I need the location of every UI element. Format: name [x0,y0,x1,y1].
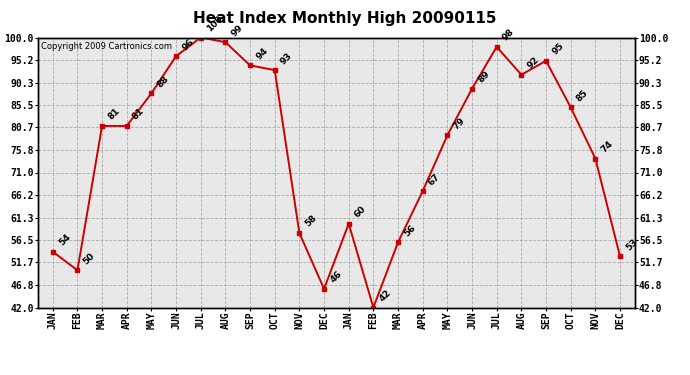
Text: 88: 88 [155,74,170,89]
Text: 74: 74 [600,139,615,154]
Text: 54: 54 [57,232,72,248]
Text: 89: 89 [476,69,491,84]
Text: 50: 50 [81,251,97,266]
Text: Copyright 2009 Cartronics.com: Copyright 2009 Cartronics.com [41,42,172,51]
Text: 81: 81 [131,106,146,122]
Text: 94: 94 [254,46,270,61]
Text: 99: 99 [230,22,245,38]
Text: 60: 60 [353,204,368,219]
Text: 81: 81 [106,106,121,122]
Text: 79: 79 [451,116,467,131]
Text: 92: 92 [526,55,541,70]
Text: 46: 46 [328,269,344,285]
Text: 95: 95 [550,41,566,57]
Text: 67: 67 [427,172,442,187]
Text: 96: 96 [180,37,195,52]
Text: 58: 58 [304,214,319,229]
Text: 42: 42 [377,288,393,303]
Text: 100: 100 [205,14,224,33]
Text: 98: 98 [501,27,516,43]
Text: Heat Index Monthly High 20090115: Heat Index Monthly High 20090115 [193,11,497,26]
Text: 53: 53 [624,237,640,252]
Text: 56: 56 [402,223,417,238]
Text: 93: 93 [279,51,294,66]
Text: 85: 85 [575,88,590,103]
